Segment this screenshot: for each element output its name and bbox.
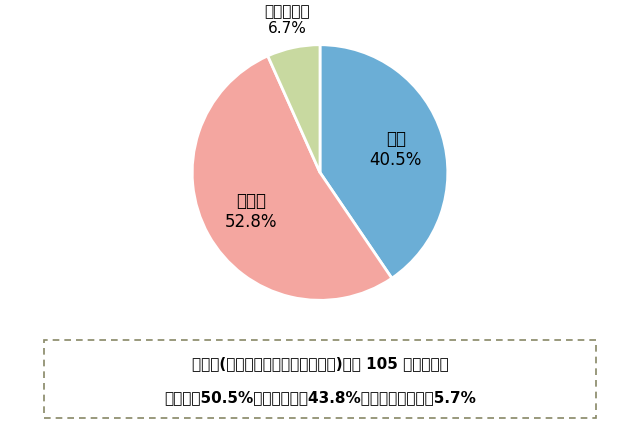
Text: はい
40.5%: はい 40.5% bbox=[369, 130, 422, 169]
Text: 首都圏(東京・神奈川・千葉・埼玉)在住 105 人の場合、: 首都圏(東京・神奈川・千葉・埼玉)在住 105 人の場合、 bbox=[191, 356, 449, 371]
Wedge shape bbox=[320, 45, 448, 278]
Wedge shape bbox=[192, 56, 392, 300]
Text: いいえ
52.8%: いいえ 52.8% bbox=[225, 192, 277, 230]
Text: 「はい」50.5%、「いいえ」43.8%、「わからない」5.7%: 「はい」50.5%、「いいえ」43.8%、「わからない」5.7% bbox=[164, 390, 476, 406]
Text: わからない
6.7%: わからない 6.7% bbox=[264, 4, 310, 36]
FancyBboxPatch shape bbox=[44, 340, 596, 418]
Wedge shape bbox=[268, 45, 320, 173]
